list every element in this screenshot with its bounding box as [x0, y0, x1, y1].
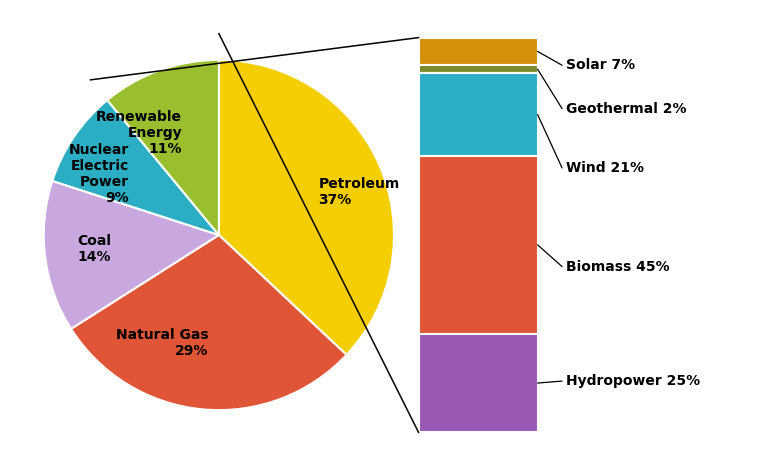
- Text: Renewable
Energy
11%: Renewable Energy 11%: [96, 110, 182, 156]
- Wedge shape: [108, 60, 219, 235]
- Bar: [419, 156, 538, 334]
- Text: Petroleum
37%: Petroleum 37%: [319, 177, 400, 207]
- Wedge shape: [71, 235, 346, 410]
- Text: Wind 21%: Wind 21%: [565, 161, 644, 175]
- Text: Hydropower 25%: Hydropower 25%: [565, 374, 700, 388]
- Bar: [419, 65, 538, 73]
- Wedge shape: [52, 100, 219, 235]
- Text: Natural Gas
29%: Natural Gas 29%: [116, 328, 209, 358]
- Wedge shape: [44, 181, 219, 329]
- Bar: [419, 334, 538, 432]
- Bar: [419, 73, 538, 156]
- Text: Biomass 45%: Biomass 45%: [565, 259, 669, 274]
- Text: Nuclear
Electric
Power
9%: Nuclear Electric Power 9%: [69, 143, 129, 205]
- Bar: [419, 38, 538, 65]
- Text: Geothermal 2%: Geothermal 2%: [565, 102, 686, 116]
- Wedge shape: [219, 60, 394, 355]
- Text: Solar 7%: Solar 7%: [565, 58, 634, 72]
- Text: Coal
14%: Coal 14%: [77, 234, 111, 264]
